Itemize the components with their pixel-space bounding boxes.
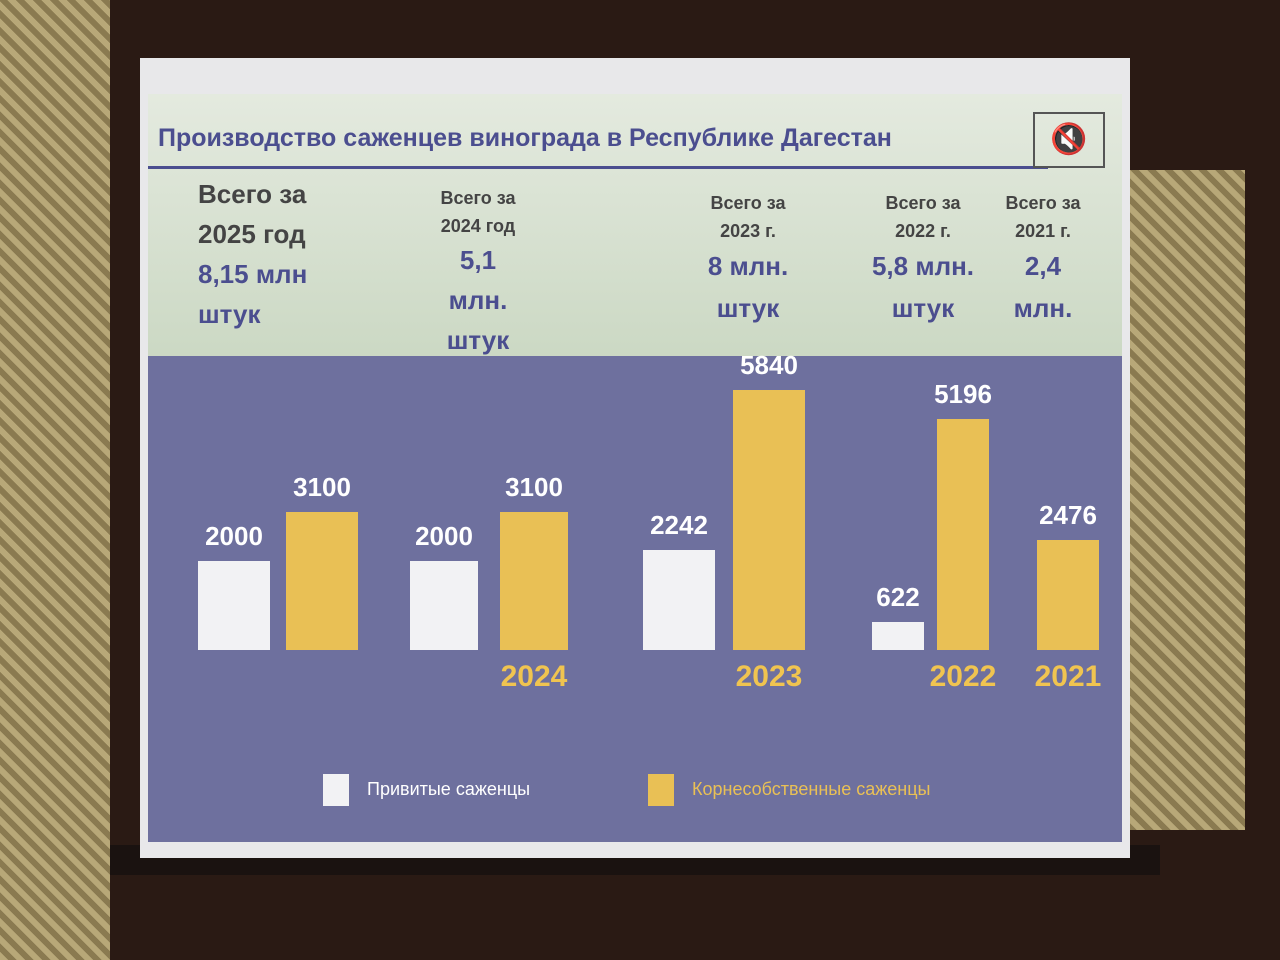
legend-item-grafted: Привитые саженцы (323, 774, 530, 806)
data-label: 622 (876, 582, 920, 613)
data-label: 2000 (415, 520, 473, 551)
data-label: 3100 (505, 471, 563, 502)
category-label: 2024 (500, 660, 568, 693)
total-2023: Всего за 2023 г. 8 млн. штук (707, 193, 789, 323)
projection-screen: Производство саженцев винограда в Респуб… (140, 58, 1130, 858)
data-label: 3100 (293, 471, 351, 502)
bar-first-1 (286, 511, 358, 650)
bar-2024-0 (410, 560, 478, 650)
bar-2023-1 (733, 390, 805, 650)
wall-right (1120, 170, 1245, 830)
bar-2023-0 (643, 550, 715, 650)
speaker-muted-icon[interactable]: 🔇 (1033, 112, 1105, 168)
bar-2022-1 (937, 418, 989, 650)
total-2024: Всего за 2024 год 5,1 млн. штук (440, 188, 516, 355)
total-2021: Всего за 2021 г. 2,4 млн. (1005, 193, 1081, 323)
data-label: 2476 (1039, 499, 1097, 530)
total-2025: Всего за 2025 год 8,15 млн штук (198, 179, 308, 329)
wall-left (0, 0, 110, 960)
slide: Производство саженцев винограда в Респуб… (148, 94, 1122, 842)
category-label: 2023 (735, 660, 803, 693)
total-2022: Всего за 2022 г. 5,8 млн. штук (871, 193, 975, 323)
data-label: 5840 (740, 350, 798, 380)
data-label: 2000 (205, 520, 263, 551)
legend-swatch (323, 774, 349, 806)
data-label: 5196 (934, 378, 992, 409)
bar-2024-1 (500, 511, 568, 650)
category-label: 2022 (929, 660, 997, 693)
bar-2022-0 (872, 622, 924, 650)
legend-swatch (648, 774, 674, 806)
category-label: 2021 (1034, 660, 1102, 693)
legend-item-own-rooted: Корнесобственные саженцы (648, 774, 930, 806)
slide-title: Производство саженцев винограда в Респуб… (158, 124, 892, 152)
bar-chart: 2000 3100 2000 3100 2024 2242 5840 2023 622 5196 2… (148, 94, 1122, 842)
title-underline (148, 166, 1048, 169)
bar-first-0 (198, 560, 270, 650)
data-label: 2242 (650, 510, 708, 541)
bar-2021-1 (1037, 539, 1099, 650)
